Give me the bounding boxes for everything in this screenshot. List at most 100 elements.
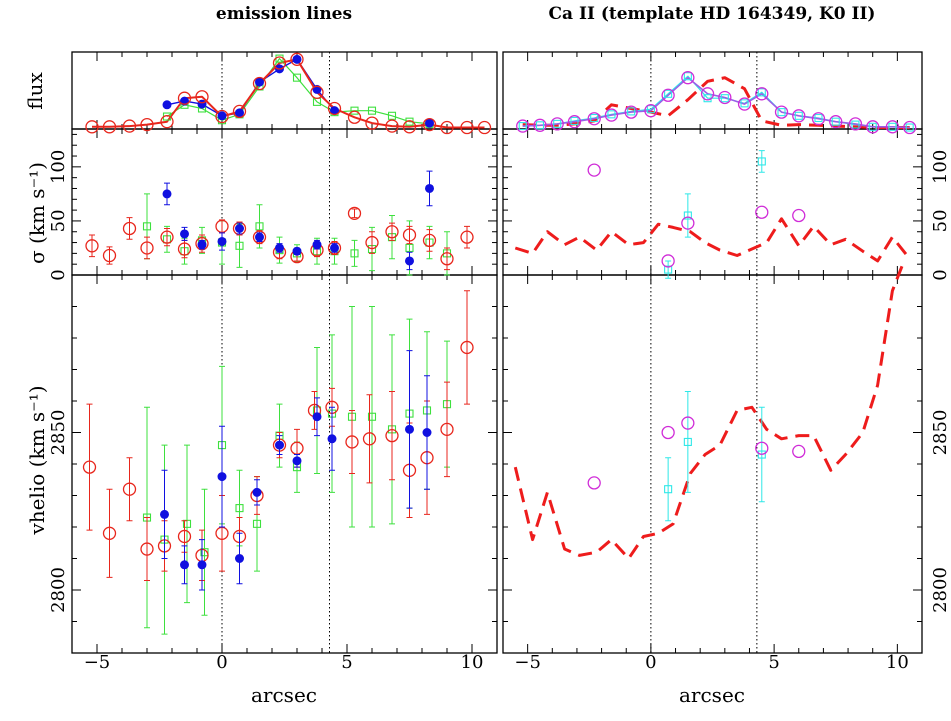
vel-cyan-point: [683, 437, 692, 447]
sigma-green-point: [235, 241, 244, 250]
sigma-red-point: [195, 236, 209, 251]
flux-cyan-point: [553, 119, 562, 128]
flux-blue-point: [217, 111, 227, 121]
vel-green-errbar: [201, 488, 208, 616]
sigma-blue-point: [425, 183, 434, 193]
flux-red-point: [102, 120, 117, 134]
flux-red-point: [195, 90, 209, 104]
vel-red-point: [140, 542, 154, 556]
vel-red-errbar: [464, 290, 470, 405]
flux-cyan-point: [905, 123, 914, 132]
sigma-red-errbar: [426, 229, 433, 252]
sigma-red-errbar: [464, 225, 470, 249]
x-tick-label: 10: [461, 652, 484, 673]
vel-magenta-point: [661, 425, 675, 440]
vel-green-errbar: [184, 444, 190, 604]
flux-blue-point: [255, 77, 264, 87]
flux-magenta-point: [792, 109, 806, 123]
sigma-red-errbar: [219, 219, 225, 234]
y-tick-label: 50: [48, 209, 69, 232]
flux-magenta-point: [903, 120, 917, 135]
flux-magenta-point: [661, 88, 675, 102]
sigma-blue-point: [180, 229, 189, 239]
x-tick-label: 10: [886, 652, 909, 673]
sigma-green-point: [255, 222, 264, 231]
flux-blue-point: [197, 99, 207, 109]
vel-blue-point: [160, 509, 169, 519]
flux-red-point: [402, 120, 417, 134]
vel-blue-point: [312, 412, 322, 422]
vel-red-errbar: [106, 488, 113, 578]
vel-green-point: [367, 412, 377, 421]
y-tick-label: 2800: [48, 567, 69, 613]
flux-blue-point: [425, 118, 434, 128]
vel-red-errbar: [144, 517, 150, 582]
flux-cyan-point: [814, 113, 823, 123]
flux-cyan-point: [888, 122, 897, 131]
flux-cyan-point: [831, 117, 840, 126]
sigma-blue-point: [312, 240, 322, 250]
sigma-blue-point: [255, 232, 264, 242]
vel-red-point: [82, 460, 97, 474]
vel-blue-point: [235, 554, 244, 563]
sigma-blue-point: [330, 243, 339, 253]
flux-cyan-point: [757, 88, 766, 97]
flux-cyan-point: [627, 107, 636, 116]
flux-red-point: [160, 115, 174, 129]
flux-red-point: [310, 85, 324, 99]
flux-cyan-point: [664, 89, 673, 98]
sigma-red-point: [160, 230, 174, 244]
vel-cyan-point: [757, 450, 766, 459]
sigma-cyan-errbar: [665, 260, 672, 279]
sigma-green-point: [405, 243, 414, 253]
flux-green-point: [367, 106, 377, 115]
flux-cyan-point: [590, 113, 599, 123]
sigma-red-errbar: [444, 247, 450, 271]
flux-red-point: [215, 109, 229, 124]
sigma-magenta-point: [755, 205, 769, 219]
flux-blue-point: [235, 108, 244, 118]
flux-red-point: [327, 101, 342, 116]
vel-red-errbar: [86, 403, 93, 531]
vel-blue-point: [275, 440, 284, 450]
sigma-red-point: [122, 221, 137, 236]
sigma-cyan-errbar: [684, 193, 691, 238]
vel-red-errbar: [349, 409, 355, 474]
flux-green-point: [292, 73, 302, 82]
flux-cyan-point: [777, 108, 786, 117]
vel-blue-point: [180, 560, 189, 570]
right-title: Ca II (template HD 164349, K0 II): [549, 4, 876, 24]
vel-blue-point: [422, 428, 432, 437]
vel-red-errbar: [126, 457, 133, 522]
sigma-magenta-point: [587, 163, 601, 177]
vel-green-point: [235, 504, 244, 513]
vel-magenta-point: [792, 444, 806, 459]
y-tick-label: 100: [930, 150, 951, 184]
flux-magenta-point: [516, 119, 530, 133]
flux-cyan-point: [720, 94, 729, 103]
flux-red-point: [385, 119, 399, 133]
flux-red-point: [440, 120, 454, 135]
y-axis-label-sigma: σ (km s⁻¹): [25, 162, 49, 264]
sigma-blue-point: [162, 189, 172, 199]
flux-cyan-point: [518, 122, 527, 131]
vel-blue-point: [292, 456, 302, 466]
sigma-red-errbar: [126, 217, 133, 240]
vel-magenta-point: [681, 416, 695, 430]
y-tick-label: 0: [930, 269, 951, 280]
flux-red-point: [122, 119, 137, 133]
vel-blue-point: [217, 472, 227, 482]
flux-magenta-point: [644, 104, 658, 118]
sigma-template-dashed: [514, 217, 911, 263]
flux-red-point: [85, 120, 99, 134]
flux-magenta-line: [522, 76, 910, 129]
vel-red-errbar: [366, 394, 373, 484]
flux-red-point: [252, 76, 267, 91]
flux-magenta-point: [681, 71, 695, 85]
sigma-magenta-point: [681, 216, 695, 230]
flux-magenta-point: [737, 97, 752, 111]
sigma-red-point: [440, 252, 454, 266]
vel-red-point: [122, 482, 137, 496]
sigma-green-point: [350, 249, 359, 258]
sigma-red-point: [252, 230, 267, 244]
